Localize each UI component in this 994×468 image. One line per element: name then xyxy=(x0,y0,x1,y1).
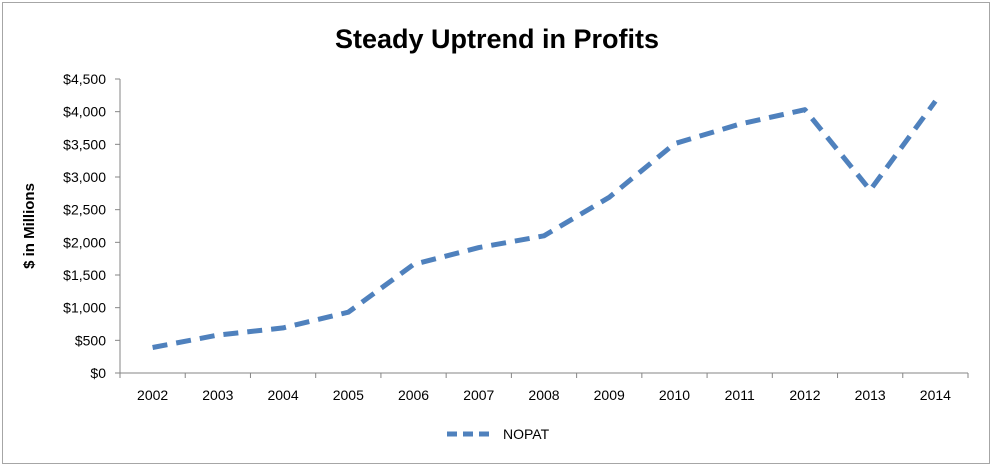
y-tick-label: $4,000 xyxy=(63,104,106,120)
y-axis-label: $ in Millions xyxy=(21,183,38,269)
x-tick-label: 2002 xyxy=(137,387,168,403)
x-tick-label: 2007 xyxy=(463,387,494,403)
x-tick-label: 2004 xyxy=(267,387,298,403)
y-tick-label: $2,500 xyxy=(63,202,106,218)
y-tick-label: $1,500 xyxy=(63,267,106,283)
x-tick-label: 2014 xyxy=(920,387,951,403)
x-tick-label: 2008 xyxy=(528,387,559,403)
chart-title: Steady Uptrend in Profits xyxy=(335,24,659,54)
x-tick-label: 2006 xyxy=(398,387,429,403)
legend: NOPAT xyxy=(447,426,550,442)
y-tick-label: $3,000 xyxy=(63,169,106,185)
x-tick-label: 2009 xyxy=(594,387,625,403)
y-tick-label: $500 xyxy=(75,332,106,348)
x-tick-label: 2010 xyxy=(659,387,690,403)
y-tick-label: $2,000 xyxy=(63,234,106,250)
series-layer xyxy=(152,99,938,350)
x-tick-label: 2012 xyxy=(789,387,820,403)
series-line-nopat xyxy=(152,99,938,350)
x-tick-label: 2013 xyxy=(855,387,886,403)
legend-label-nopat: NOPAT xyxy=(503,426,550,442)
x-axis-ticks: 2002 2003 2004 2005 2006 2007 2008 2009 2010 2011… xyxy=(119,373,969,403)
y-tick-label: $3,500 xyxy=(63,136,106,152)
x-tick-label: 2005 xyxy=(333,387,364,403)
y-tick-label: $4,500 xyxy=(63,71,106,87)
x-tick-label: 2011 xyxy=(725,387,755,403)
x-tick-label: 2003 xyxy=(202,387,233,403)
y-tick-label: $1,000 xyxy=(63,300,106,316)
y-tick-label: $0 xyxy=(90,365,106,381)
axes xyxy=(119,79,968,374)
y-axis-ticks: $0 $500 $1,000 $1,500 $2,000 $2,500 $3,000 $3,5… xyxy=(63,71,120,381)
